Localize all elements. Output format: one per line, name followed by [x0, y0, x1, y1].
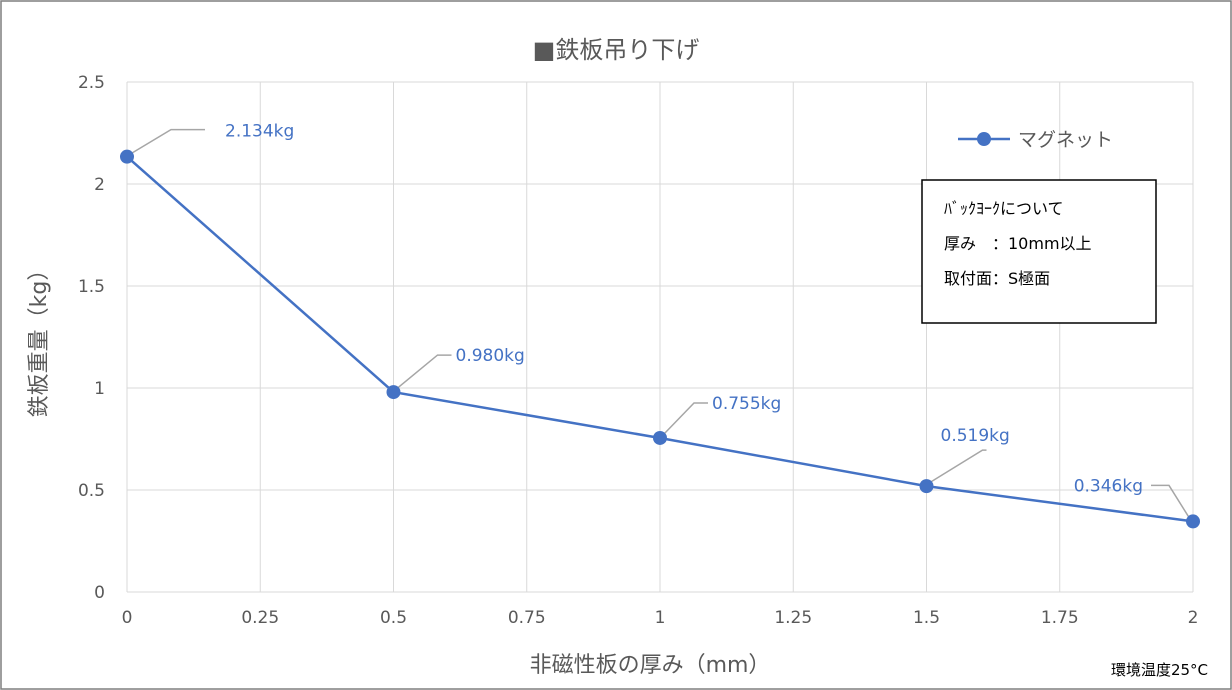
data-label: 0.980kg — [456, 346, 525, 366]
tick-layer: 0 0.25 0.5 0.75 1 1.25 1.5 1.75 2 0 0.5 1 1.5 2 2.5 — [78, 73, 1198, 628]
x-tick-label: 1.25 — [774, 608, 812, 628]
y-tick-label: 1 — [94, 379, 105, 399]
data-point — [386, 385, 401, 400]
data-point — [653, 430, 667, 445]
y-tick-label: 2.5 — [78, 73, 105, 93]
y-tick-label: 0.5 — [78, 481, 105, 501]
leader-layer — [130, 128, 1190, 518]
annotation-box-frame — [921, 179, 1157, 324]
y-axis-title: 鉄板重量（kg） — [27, 259, 52, 418]
annotation-line-1: ﾊﾞｯｸﾖｰｸについて — [944, 199, 1064, 218]
data-label-leader — [130, 128, 205, 155]
label-layer: 2.134kg 0.980kg 0.755kg 0.519kg 0.346kg — [225, 122, 1143, 497]
data-point — [1186, 514, 1200, 529]
x-tick-label: 0.75 — [508, 608, 546, 628]
y-tick-label: 1.5 — [78, 277, 105, 297]
x-tick-label: 2 — [1188, 608, 1199, 628]
data-label: 0.519kg — [941, 426, 1010, 446]
annotation-line-3: 取付面：S極面 — [944, 269, 1050, 288]
legend-label: マグネット — [1018, 129, 1113, 151]
x-tick-label: 0.25 — [241, 608, 279, 628]
data-label-leader — [930, 449, 987, 483]
data-label-leader — [663, 402, 708, 435]
data-point — [919, 479, 934, 494]
chart-title: ■鉄板吊り下げ — [533, 36, 700, 64]
data-label-leader — [1151, 484, 1190, 518]
x-axis-title: 非磁性板の厚み（mm） — [530, 653, 771, 678]
footnote: 環境温度25°C — [1111, 661, 1208, 679]
data-label-leader — [397, 354, 452, 389]
y-tick-label: 0 — [94, 583, 105, 603]
data-label: 0.346kg — [1074, 476, 1143, 496]
annotation-line-2: 厚み ：10mm以上 — [944, 234, 1092, 253]
x-tick-label: 1.75 — [1041, 608, 1079, 628]
data-label: 0.755kg — [712, 394, 781, 414]
x-tick-label: 0 — [122, 608, 133, 628]
annotation-box: ﾊﾞｯｸﾖｰｸについて 厚み ：10mm以上 取付面：S極面 — [921, 179, 1157, 324]
legend-marker — [977, 132, 991, 146]
x-tick-label: 1.5 — [913, 608, 940, 628]
legend: マグネット — [958, 129, 1113, 151]
x-tick-label: 0.5 — [380, 608, 407, 628]
y-tick-label: 2 — [94, 175, 105, 195]
data-label: 2.134kg — [225, 122, 294, 142]
x-tick-label: 1 — [655, 608, 666, 628]
data-point — [120, 149, 134, 164]
series-layer — [120, 149, 1200, 529]
